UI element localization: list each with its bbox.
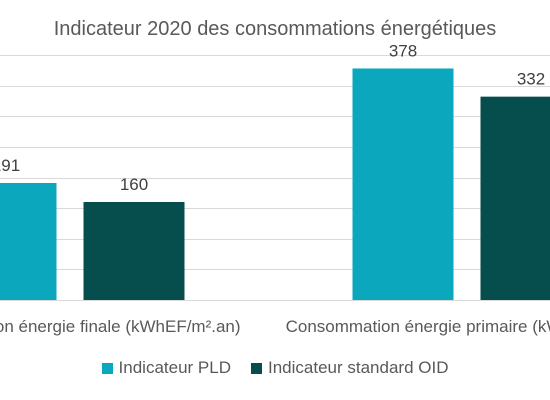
data-label: 332 <box>517 70 545 89</box>
legend-label: Indicateur PLD <box>118 358 231 377</box>
data-label: 378 <box>389 41 417 60</box>
bar <box>352 68 454 300</box>
data-label: 160 <box>120 175 148 194</box>
legend-swatch <box>101 362 113 374</box>
bar <box>0 183 57 300</box>
legend-item: Indicateur standard OID <box>250 358 449 378</box>
data-label: 191 <box>0 156 20 175</box>
category-label: Consommation énergie primaire (kWhEP/m².… <box>286 317 550 336</box>
chart-title: Indicateur 2020 des consommations énergé… <box>53 18 497 40</box>
bars <box>0 68 550 301</box>
legend-swatch <box>250 362 262 374</box>
gridlines <box>0 55 550 301</box>
legend-item: Indicateur PLD <box>101 358 231 378</box>
legend-label: Indicateur standard OID <box>267 358 449 377</box>
category-labels: Consommation énergie finale (kWhEF/m².an… <box>0 317 550 336</box>
data-labels: 191 160 378 332 <box>0 41 545 194</box>
legend: Indicateur PLD Indicateur standard OID <box>0 358 550 378</box>
bar <box>83 202 185 300</box>
category-label: Consommation énergie finale (kWhEF/m².an… <box>0 317 241 336</box>
bar <box>480 96 550 301</box>
